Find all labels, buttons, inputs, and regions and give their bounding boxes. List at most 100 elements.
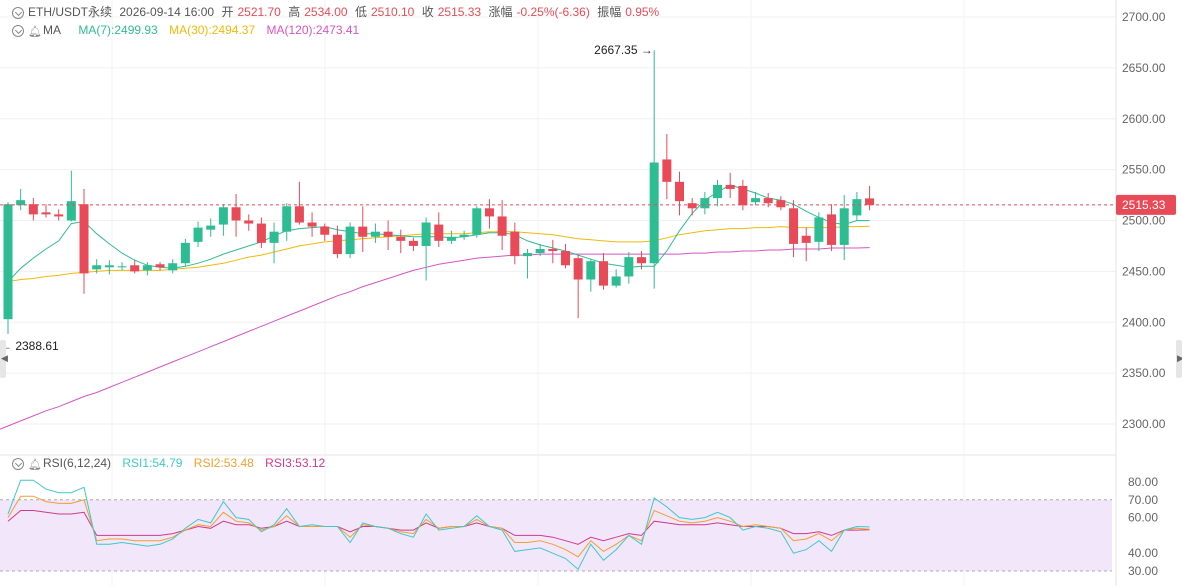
candle-body bbox=[79, 204, 89, 274]
right-scroll-handle[interactable]: ▶ bbox=[1176, 340, 1182, 378]
price-axis: 2700.00 2650.00 2600.00 2550.00 2500.00 2450.… bbox=[1122, 10, 1166, 431]
candle bbox=[244, 214, 254, 231]
left-scroll-handle[interactable]: ◀ bbox=[0, 340, 8, 378]
candle-body bbox=[789, 208, 799, 244]
candle bbox=[484, 199, 494, 229]
candle bbox=[522, 248, 532, 279]
candle-body bbox=[675, 181, 685, 202]
change-value: -0.25%(-6.36) bbox=[516, 5, 590, 19]
candle-body bbox=[244, 220, 254, 224]
price-tick-label: 2500.00 bbox=[1122, 214, 1166, 228]
high-value: 2534.00 bbox=[304, 5, 348, 19]
rsi-lines bbox=[7, 479, 870, 570]
change-label: 涨幅 bbox=[488, 5, 513, 19]
candle bbox=[611, 269, 621, 288]
candle-body bbox=[611, 276, 621, 286]
main-grid bbox=[0, 0, 1116, 586]
candle-body bbox=[434, 224, 444, 241]
close-value: 2515.33 bbox=[437, 5, 482, 19]
candle-body bbox=[510, 231, 520, 257]
candle-body bbox=[522, 253, 532, 257]
candle-body bbox=[307, 222, 317, 227]
candle-body bbox=[472, 208, 482, 235]
ma-name: MA bbox=[43, 23, 61, 37]
candle bbox=[54, 209, 64, 221]
candle-body bbox=[332, 234, 342, 255]
ohlc-header: ETH/USDT永续 2026-09-14 16:00 开 2521.70 高 25… bbox=[12, 4, 663, 20]
rsi-name: RSI(6,12,24) bbox=[43, 456, 112, 470]
candle bbox=[66, 170, 76, 222]
candle bbox=[41, 204, 51, 218]
candle-body bbox=[282, 206, 292, 232]
candle-body bbox=[130, 265, 140, 272]
ma120-value: MA(120):2473.41 bbox=[266, 23, 360, 37]
rsi-tick-label: 70.00 bbox=[1128, 493, 1158, 507]
candle bbox=[320, 223, 330, 241]
low-value: 2510.10 bbox=[370, 5, 415, 19]
candle bbox=[713, 179, 723, 207]
candle-body bbox=[345, 226, 355, 255]
candle bbox=[218, 204, 228, 236]
candle bbox=[839, 195, 849, 261]
candle-body bbox=[649, 162, 659, 264]
candle-body bbox=[28, 204, 38, 215]
candle-body bbox=[320, 226, 330, 235]
candle-body bbox=[218, 207, 228, 225]
candle bbox=[624, 252, 634, 284]
rsi-band bbox=[0, 499, 1112, 571]
candle bbox=[130, 260, 140, 274]
candle bbox=[370, 223, 380, 243]
candle bbox=[307, 212, 317, 237]
candle-body bbox=[92, 265, 102, 270]
candle-body bbox=[256, 223, 266, 243]
rsi1-line bbox=[7, 479, 870, 570]
candle bbox=[598, 253, 608, 290]
candle bbox=[79, 188, 89, 294]
candle bbox=[434, 212, 444, 247]
candle-body bbox=[801, 235, 811, 243]
candle-body bbox=[839, 208, 849, 245]
amplitude-value: 0.95% bbox=[625, 5, 660, 19]
candle-body bbox=[484, 208, 494, 217]
candle bbox=[256, 217, 266, 248]
bell-icon[interactable]: 🔔︎ bbox=[28, 26, 42, 38]
candle-body bbox=[104, 265, 114, 268]
candle-body bbox=[827, 214, 837, 245]
candle-body bbox=[497, 216, 507, 236]
price-tick-label: 2400.00 bbox=[1122, 315, 1166, 329]
candle-body bbox=[117, 266, 127, 268]
candle-body bbox=[598, 261, 608, 286]
candle bbox=[383, 220, 393, 251]
candle-body bbox=[535, 248, 545, 254]
candle-body bbox=[548, 248, 558, 252]
candle bbox=[142, 262, 152, 276]
collapse-chevron-icon[interactable] bbox=[12, 458, 24, 470]
collapse-chevron-icon[interactable] bbox=[12, 7, 24, 19]
rsi1-value: RSI1:54.79 bbox=[122, 456, 183, 470]
candle bbox=[16, 188, 26, 211]
candle-body bbox=[383, 231, 393, 237]
candle bbox=[814, 212, 824, 252]
candle bbox=[28, 198, 38, 221]
candle-body bbox=[713, 184, 723, 199]
price-tick-label: 2550.00 bbox=[1122, 163, 1166, 177]
candle bbox=[3, 202, 13, 334]
rsi-tick-label: 30.00 bbox=[1128, 564, 1158, 578]
candle bbox=[548, 239, 558, 264]
candle bbox=[662, 134, 672, 200]
candle-body bbox=[408, 240, 418, 246]
candle bbox=[269, 222, 279, 264]
candle bbox=[675, 171, 685, 216]
candle bbox=[560, 243, 570, 269]
candle-body bbox=[193, 227, 203, 242]
rsi-tick-label: 40.00 bbox=[1128, 546, 1158, 560]
min-price-label: ← 2388.61 bbox=[0, 339, 59, 353]
bell-icon[interactable]: 🔔︎ bbox=[28, 459, 42, 471]
price-tick-label: 2650.00 bbox=[1122, 61, 1166, 75]
candle-body bbox=[54, 214, 64, 217]
collapse-chevron-icon[interactable] bbox=[12, 25, 24, 37]
price-tick-label: 2600.00 bbox=[1122, 112, 1166, 126]
rsi-tick-label: 80.00 bbox=[1128, 475, 1158, 489]
candle-body bbox=[700, 198, 710, 209]
